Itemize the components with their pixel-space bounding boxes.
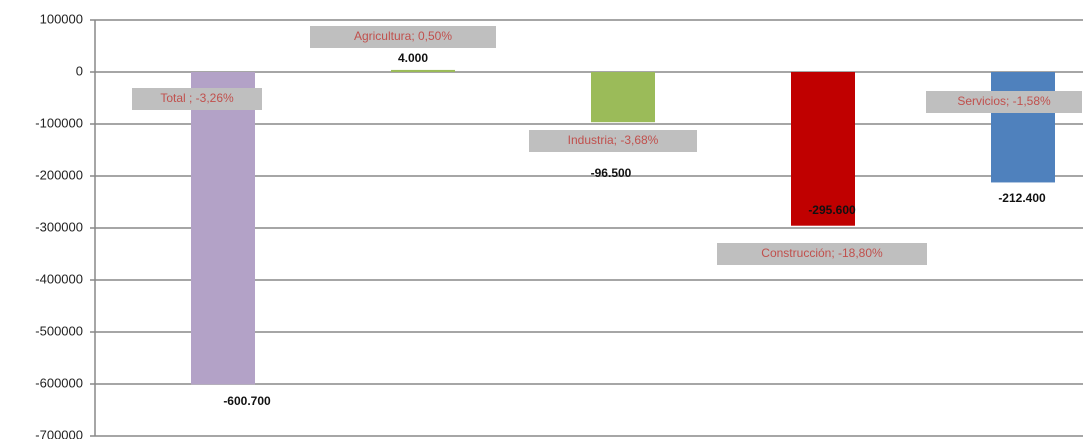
category-label-box bbox=[132, 88, 262, 110]
bar bbox=[591, 72, 655, 123]
category-label-box bbox=[310, 26, 496, 48]
category-label-box bbox=[717, 243, 927, 265]
value-label: -96.500 bbox=[591, 166, 632, 180]
y-tick-label: 0 bbox=[76, 63, 83, 78]
bar bbox=[391, 69, 455, 72]
value-label: -600.700 bbox=[223, 394, 271, 408]
value-label: -295.600 bbox=[808, 203, 856, 217]
y-tick-label: -300000 bbox=[35, 219, 83, 234]
category-label: Construcción; -18,80% bbox=[761, 246, 883, 260]
category-label: Servicios; -1,58% bbox=[957, 94, 1051, 108]
category-label-box bbox=[529, 130, 697, 152]
bar bbox=[191, 72, 255, 385]
y-tick-label: -100000 bbox=[35, 115, 83, 130]
bar bbox=[791, 72, 855, 226]
y-tick-label: -600000 bbox=[35, 375, 83, 390]
y-tick-label: -200000 bbox=[35, 167, 83, 182]
value-label: -212.400 bbox=[998, 191, 1046, 205]
y-tick-label: 100000 bbox=[40, 11, 83, 26]
y-tick-label: -400000 bbox=[35, 271, 83, 286]
category-label-box bbox=[926, 91, 1082, 113]
category-label: Agricultura; 0,50% bbox=[354, 29, 452, 43]
bar bbox=[991, 72, 1055, 183]
category-label: Total ; -3,26% bbox=[160, 91, 234, 105]
value-label: 4.000 bbox=[398, 51, 428, 65]
y-tick-label: -700000 bbox=[35, 427, 83, 439]
category-label: Industria; -3,68% bbox=[568, 133, 659, 147]
y-tick-label: -500000 bbox=[35, 323, 83, 338]
